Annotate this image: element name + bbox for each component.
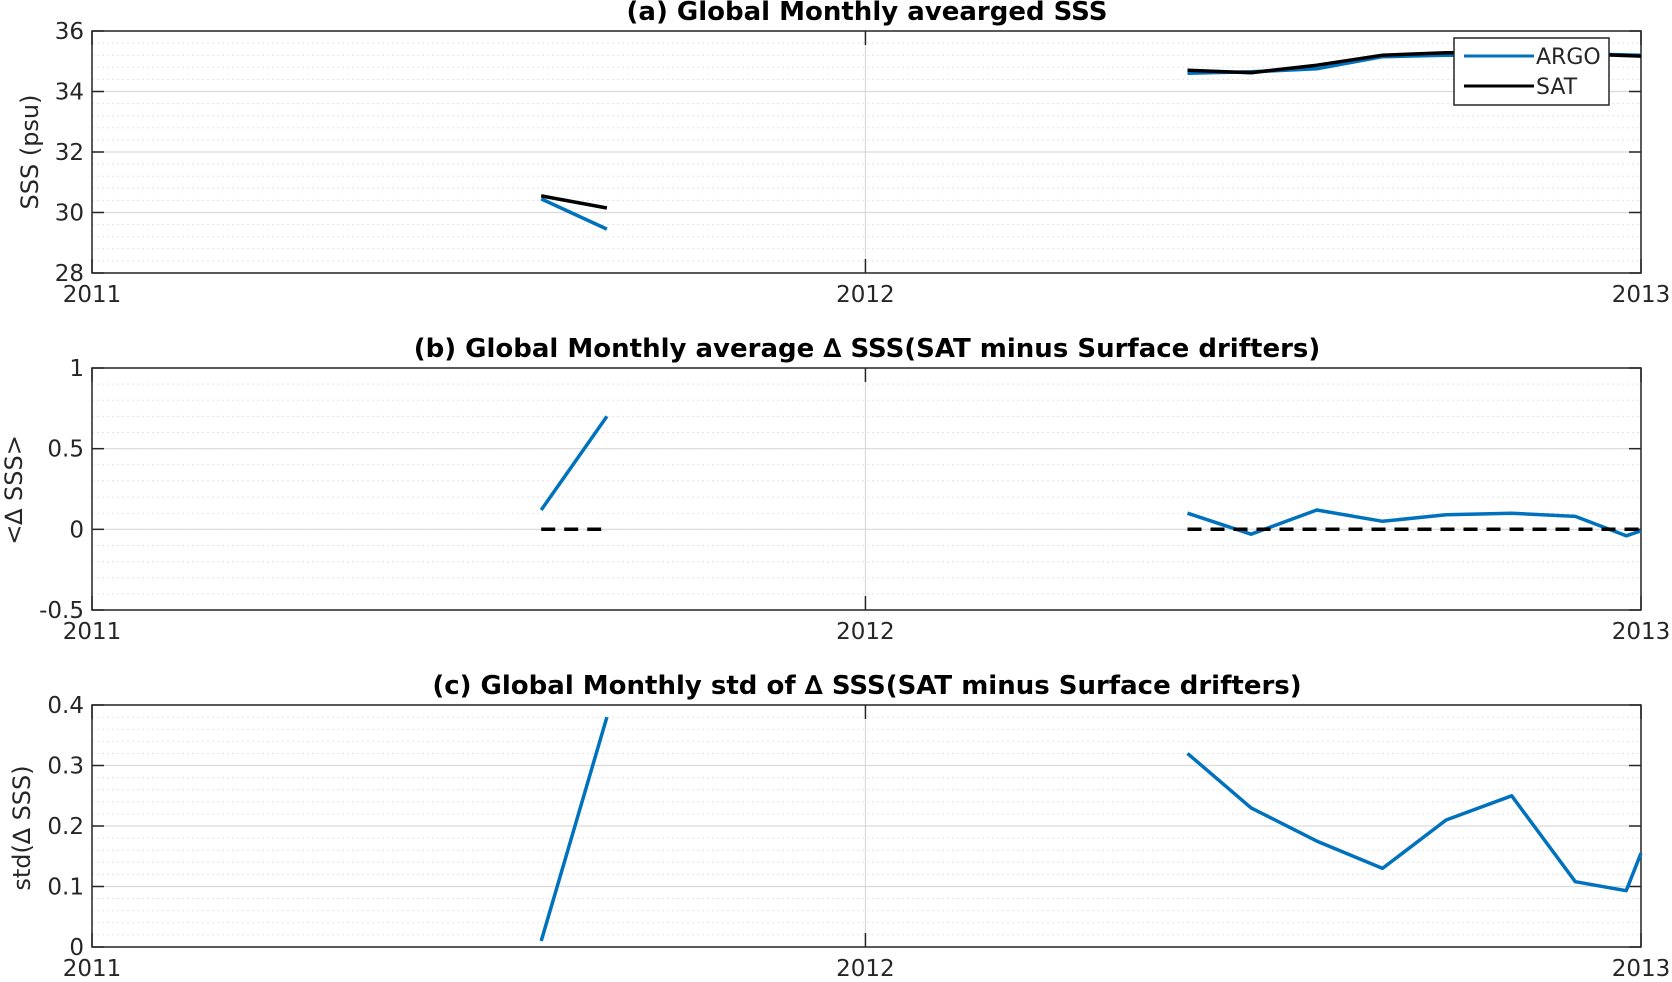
panel-a-legend: ARGO SAT bbox=[1453, 37, 1610, 106]
panel-b-title: (b) Global Monthly average ∆ SSS(SAT min… bbox=[414, 334, 1321, 364]
x-tick-label: 2012 bbox=[836, 282, 895, 308]
panel-c-ylabel: std(∆ SSS) bbox=[8, 765, 36, 890]
x-tick-label: 2012 bbox=[836, 619, 895, 645]
panel-a-title: (a) Global Monthly avearged SSS bbox=[627, 0, 1108, 27]
panel-a-ylabel: SSS (psu) bbox=[16, 94, 44, 209]
panel-a-plot: 2011 2012 2013 28 30 32 34 36 bbox=[55, 19, 1671, 308]
x-tick-label: 2013 bbox=[1612, 282, 1671, 308]
legend-argo-label: ARGO bbox=[1536, 45, 1601, 70]
series-delta-sss-line bbox=[1186, 508, 1642, 538]
series-delta-sss-line bbox=[1186, 752, 1643, 893]
series-delta-sss-line bbox=[539, 415, 609, 512]
y-tick-label: 0.2 bbox=[47, 814, 84, 840]
y-tick-label: 0.3 bbox=[47, 754, 84, 780]
y-tick-label: 0.5 bbox=[47, 437, 84, 463]
panel-b-ylabel: <∆ SSS> bbox=[0, 435, 28, 545]
panel-a: (a) Global Monthly avearged SSS 2011 2012… bbox=[16, 0, 1670, 308]
y-tick-label: 30 bbox=[55, 201, 84, 227]
axes-box bbox=[91, 30, 1642, 274]
panel-b: (b) Global Monthly average ∆ SSS(SAT min… bbox=[0, 334, 1670, 645]
y-tick-label: -0.5 bbox=[39, 598, 84, 624]
x-tick-label: 2011 bbox=[63, 282, 122, 308]
y-tick-label: 28 bbox=[55, 261, 84, 287]
series-argo-line bbox=[540, 197, 608, 231]
x-tick-label: 2012 bbox=[836, 956, 895, 982]
x-tick-label: 2013 bbox=[1612, 619, 1671, 645]
panel-b-plot: 2011 2012 2013 -0.5 0 0.5 1 bbox=[39, 356, 1670, 645]
x-tick-label: 2013 bbox=[1612, 956, 1671, 982]
x-tick-label: 2011 bbox=[63, 619, 122, 645]
axes-box bbox=[91, 367, 1642, 611]
legend-box bbox=[1453, 37, 1610, 106]
y-tick-label: 0.1 bbox=[47, 875, 84, 901]
y-tick-label: 36 bbox=[55, 19, 84, 45]
panel-c-plot: 2011 2012 2013 0 0.1 0.2 0.3 0.4 bbox=[47, 693, 1670, 982]
y-tick-label: 32 bbox=[55, 140, 84, 166]
y-tick-label: 0 bbox=[69, 935, 84, 961]
y-tick-label: 1 bbox=[69, 356, 84, 382]
y-tick-label: 34 bbox=[55, 80, 84, 106]
y-tick-label: 0 bbox=[69, 517, 84, 543]
axes-box bbox=[91, 704, 1642, 948]
legend-sat-label: SAT bbox=[1536, 75, 1578, 100]
panel-c: (c) Global Monthly std of ∆ SSS(SAT minu… bbox=[8, 671, 1670, 982]
y-tick-label: 0.4 bbox=[47, 693, 84, 719]
series-sat-line bbox=[540, 194, 608, 210]
series-delta-sss-line bbox=[539, 716, 609, 942]
x-tick-label: 2011 bbox=[63, 956, 122, 982]
panel-c-title: (c) Global Monthly std of ∆ SSS(SAT minu… bbox=[432, 671, 1301, 701]
